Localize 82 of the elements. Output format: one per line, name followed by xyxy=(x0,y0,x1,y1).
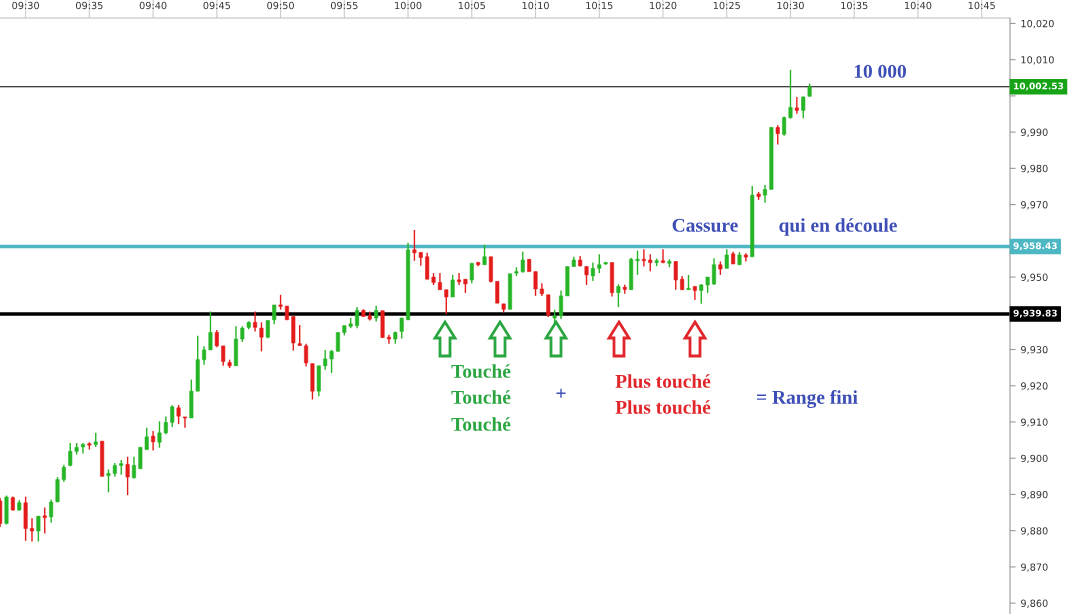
x-tick-label: 09:30 xyxy=(12,1,39,10)
candlestick xyxy=(253,310,258,333)
annotation: Touché xyxy=(451,390,511,404)
candlestick xyxy=(151,430,156,452)
candlestick xyxy=(399,317,404,340)
ref-line-label: 9,939.83 xyxy=(1013,309,1057,318)
y-tick-label: 9,890 xyxy=(1021,490,1048,500)
candlestick xyxy=(450,274,455,298)
candlestick xyxy=(641,248,646,268)
candlestick xyxy=(692,285,697,301)
candlestick xyxy=(590,261,595,282)
x-tick-label: 09:45 xyxy=(203,1,230,10)
annotation: + xyxy=(556,388,566,398)
candlestick xyxy=(355,306,360,329)
candlestick xyxy=(125,456,130,496)
x-tick-label: 09:35 xyxy=(75,1,103,10)
y-tick-label: 9,950 xyxy=(1021,273,1048,282)
y-tick-label: 9,990 xyxy=(1021,128,1048,137)
y-tick-label: 9,980 xyxy=(1021,164,1048,174)
candlestick xyxy=(304,343,309,368)
ref-line-label: 10,002.53 xyxy=(1014,82,1064,91)
candlestick xyxy=(386,333,391,345)
candlestick xyxy=(221,345,226,367)
y-tick-label: 9,860 xyxy=(1021,599,1048,608)
y-tick-label: 9,870 xyxy=(1021,563,1048,572)
candlestick xyxy=(272,304,277,325)
candlestick xyxy=(444,289,449,315)
candlestick xyxy=(673,260,678,291)
candlestick xyxy=(49,498,54,524)
candlestick xyxy=(546,294,551,318)
y-tick-label: 9,920 xyxy=(1021,382,1048,391)
x-tick-label: 10:00 xyxy=(395,1,422,10)
x-tick-label: 10:40 xyxy=(905,1,932,10)
candlestick xyxy=(182,416,187,429)
x-tick-label: 09:40 xyxy=(139,1,167,10)
candlestick xyxy=(724,248,729,270)
x-tick-label: 10:05 xyxy=(458,1,485,10)
candlestick xyxy=(482,244,487,266)
candlestick xyxy=(29,517,34,543)
y-tick-label: 9,900 xyxy=(1021,454,1048,464)
annotation: Plus touché xyxy=(615,374,711,388)
candlestick xyxy=(36,515,41,543)
candlestick xyxy=(661,248,666,264)
candlestick xyxy=(457,272,462,286)
x-tick-label: 09:50 xyxy=(267,1,294,10)
candlestick xyxy=(775,124,780,146)
candlestick xyxy=(259,321,264,353)
candlestick xyxy=(170,404,175,428)
annotation: Plus touché xyxy=(615,400,711,414)
candlestick xyxy=(208,310,213,351)
annotation: Cassure xyxy=(672,218,738,232)
annotation: = Range fini xyxy=(757,390,858,408)
y-tick-label: 9,880 xyxy=(1021,527,1048,536)
annotation: Touché xyxy=(451,417,511,431)
annotation: qui en découle xyxy=(779,218,897,236)
x-tick-label: 10:15 xyxy=(586,1,613,10)
x-tick-label: 10:10 xyxy=(522,1,549,10)
annotation: Touché xyxy=(451,364,511,378)
candlestick xyxy=(469,262,474,284)
candlestick xyxy=(788,69,793,120)
x-tick-label: 09:55 xyxy=(330,1,358,10)
y-tick-label: 9,970 xyxy=(1021,201,1048,210)
y-tick-label: 9,930 xyxy=(1021,345,1048,355)
x-tick-label: 10:45 xyxy=(968,1,995,10)
candlestick xyxy=(712,257,716,286)
y-tick-label: 10,010 xyxy=(1021,56,1054,65)
candlestick xyxy=(584,265,589,286)
candlestick xyxy=(335,331,340,353)
annotation: 10 000 xyxy=(854,64,906,78)
candlestick xyxy=(176,404,181,425)
x-tick-label: 10:20 xyxy=(650,1,677,10)
x-tick-label: 10:30 xyxy=(777,1,804,10)
x-tick-label: 10:35 xyxy=(841,1,868,10)
candlestick xyxy=(616,283,621,308)
candlestick xyxy=(559,289,564,320)
ref-line-label: 9,958.43 xyxy=(1013,242,1057,251)
candlestick xyxy=(794,96,799,115)
candlestick xyxy=(202,345,207,366)
y-tick-label: 10,020 xyxy=(1021,19,1054,29)
x-tick-label: 10:25 xyxy=(713,1,740,10)
y-tick-label: 9,910 xyxy=(1021,418,1048,427)
candlestick xyxy=(42,506,47,535)
